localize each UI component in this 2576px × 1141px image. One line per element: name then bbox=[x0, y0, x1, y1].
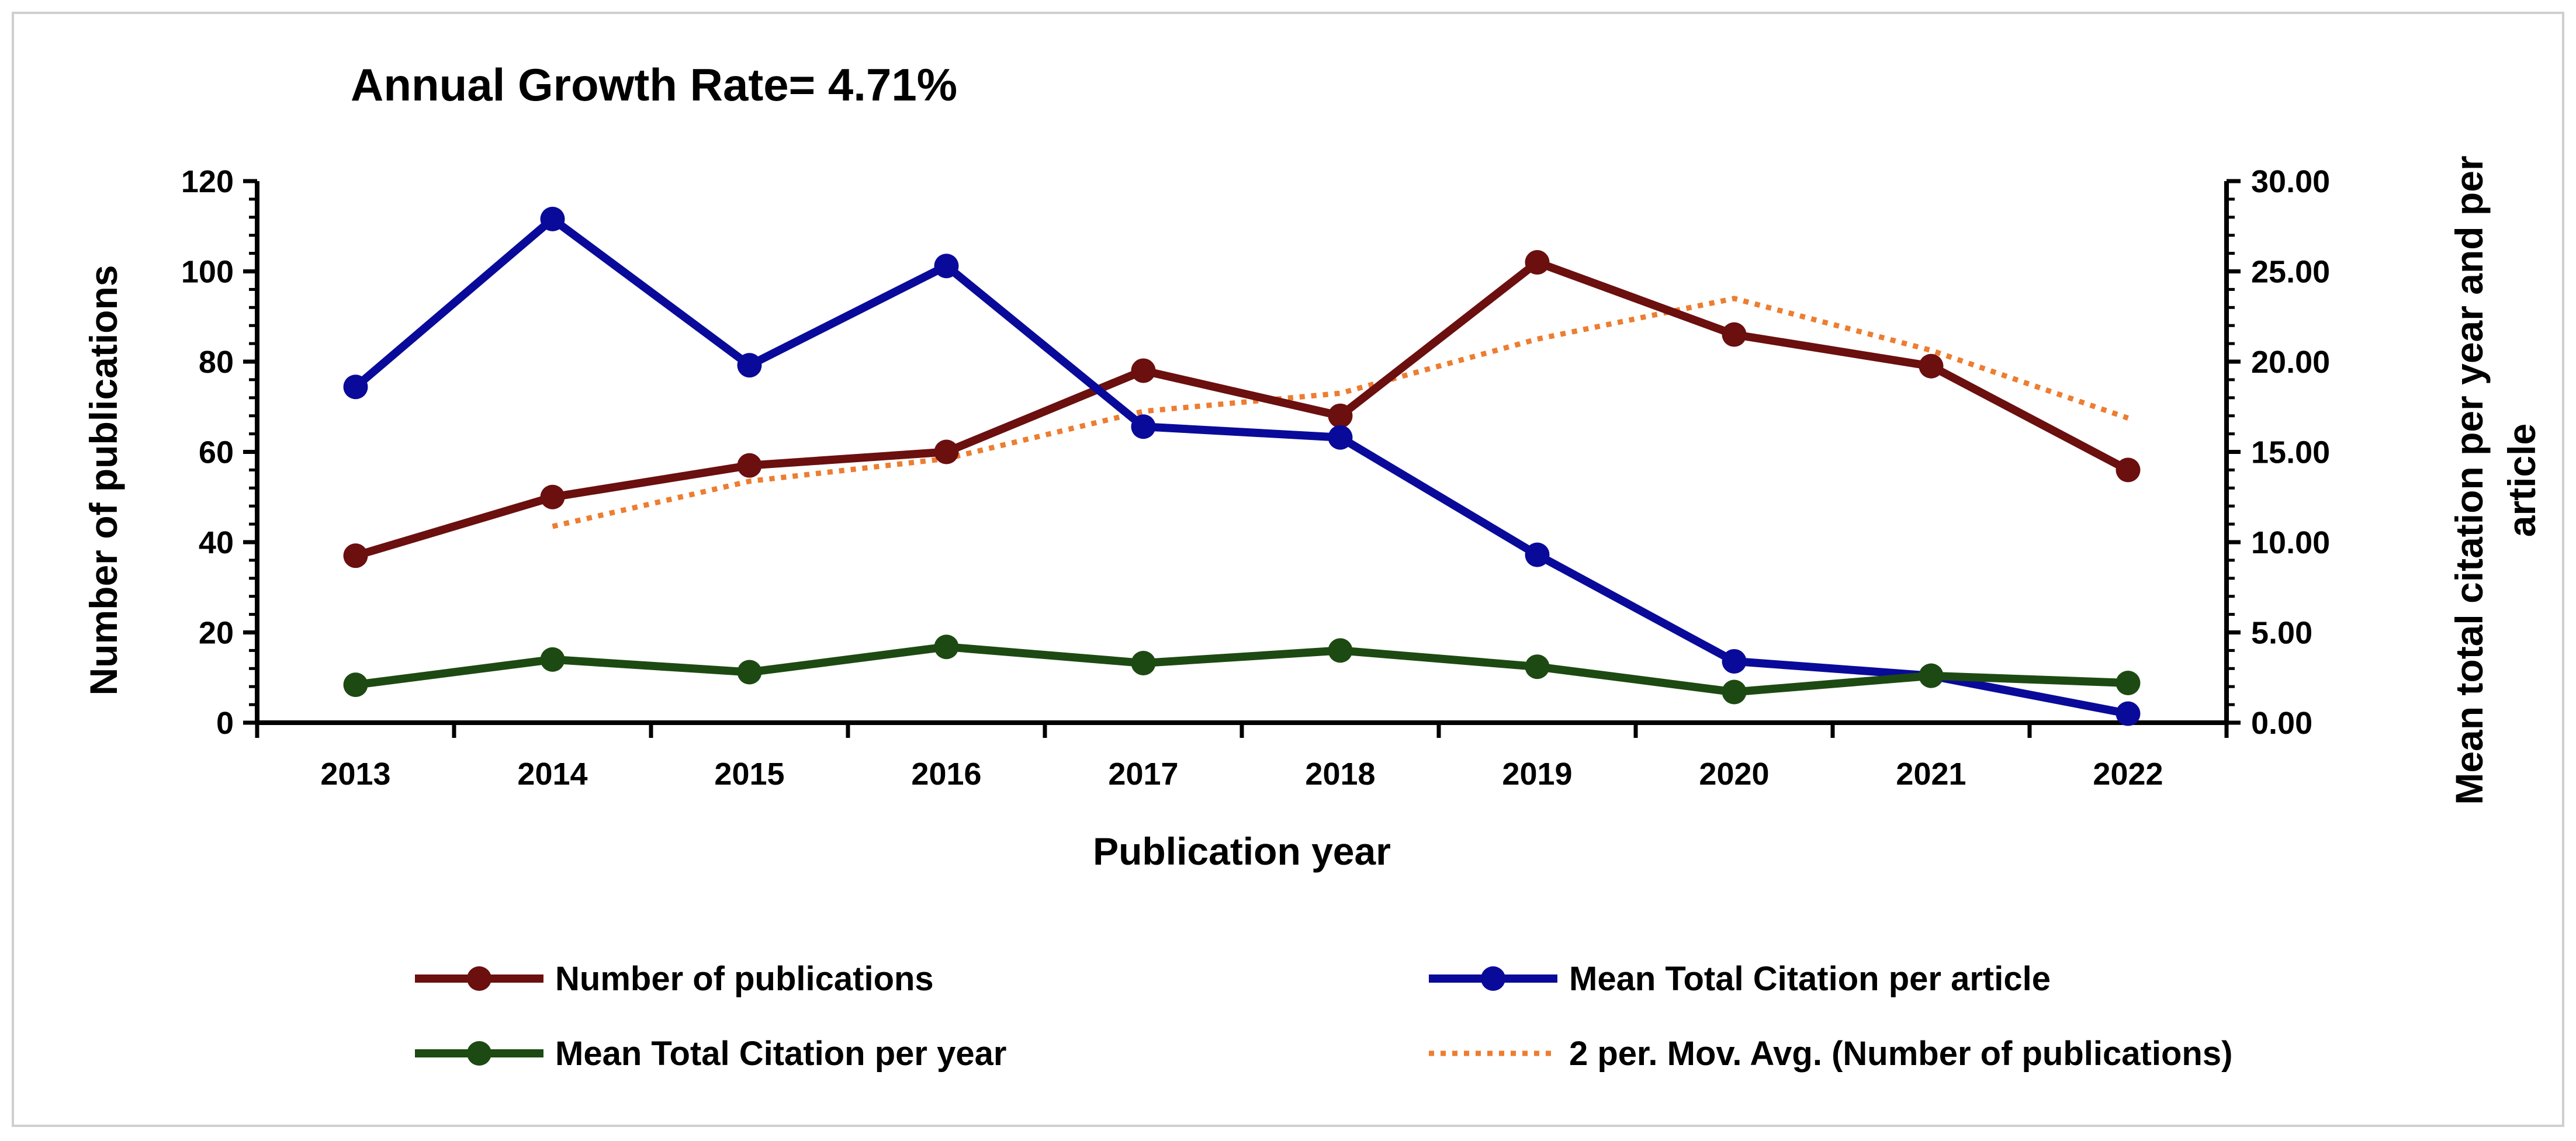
data-point-number-of-publications bbox=[540, 484, 565, 509]
x-tick-label: 2019 bbox=[1502, 757, 1572, 792]
data-point-number-of-publications bbox=[2115, 457, 2141, 483]
y2-tick-label: 5.00 bbox=[2251, 616, 2312, 651]
x-tick-label: 2021 bbox=[1896, 757, 1966, 792]
data-point-mean-total-citation-per-year bbox=[737, 660, 762, 685]
x-axis-title: Publication year bbox=[1093, 830, 1391, 873]
legend-marker-mean-total-citation-per-year bbox=[467, 1041, 491, 1066]
plot-area bbox=[343, 206, 2141, 726]
chart-border bbox=[12, 12, 2564, 1127]
x-tick-label: 2014 bbox=[517, 757, 587, 792]
x-tick-label: 2020 bbox=[1699, 757, 1769, 792]
legend-label-number-of-publications: Number of publications bbox=[555, 960, 934, 998]
series-line-mean-total-citation-per-article bbox=[352, 214, 2129, 718]
data-point-mean-total-citation-per-article bbox=[540, 206, 565, 231]
data-point-number-of-publications bbox=[934, 439, 959, 464]
data-point-number-of-publications bbox=[1328, 403, 1353, 428]
data-point-number-of-publications bbox=[343, 543, 368, 568]
data-point-mean-total-citation-per-article bbox=[343, 374, 368, 400]
x-tick-label: 2013 bbox=[320, 757, 390, 792]
data-point-mean-total-citation-per-year bbox=[1525, 654, 1550, 679]
chart-title: Annual Growth Rate= 4.71% bbox=[351, 59, 957, 110]
x-tick-label: 2017 bbox=[1108, 757, 1178, 792]
y-tick-label: 60 bbox=[199, 435, 234, 470]
data-point-number-of-publications bbox=[1722, 322, 1747, 347]
data-point-mean-total-citation-per-year bbox=[1131, 651, 1156, 676]
data-point-mean-total-citation-per-year bbox=[343, 672, 368, 698]
data-point-number-of-publications bbox=[1525, 250, 1550, 275]
data-point-mean-total-citation-per-year bbox=[934, 634, 959, 660]
data-point-mean-total-citation-per-article bbox=[934, 254, 959, 279]
x-tick-label: 2022 bbox=[2093, 757, 2163, 792]
data-point-number-of-publications bbox=[737, 453, 762, 478]
y2-axis-title-line1: Mean total citation per year and per bbox=[2447, 155, 2491, 804]
y-tick-label: 80 bbox=[199, 345, 234, 380]
y-tick-label: 120 bbox=[181, 164, 234, 199]
y-tick-label: 100 bbox=[181, 255, 234, 290]
series-line-mean-total-citation-per-year bbox=[355, 643, 2128, 696]
y-tick-label: 40 bbox=[199, 525, 234, 560]
axes: 0 20 40 60 80 100 120 0.00 5.00 10.00 15.00 20.00 25… bbox=[181, 164, 2330, 792]
data-point-mean-total-citation-per-article bbox=[737, 353, 762, 378]
x-tick-label: 2018 bbox=[1305, 757, 1375, 792]
data-point-number-of-publications bbox=[1919, 353, 1944, 379]
data-point-number-of-publications bbox=[1131, 358, 1156, 383]
series-line-number-of-publications bbox=[354, 258, 2130, 560]
data-point-mean-total-citation-per-article bbox=[2115, 701, 2141, 726]
legend-label-mean-total-citation-per-year: Mean Total Citation per year bbox=[555, 1035, 1006, 1073]
y-tick-label: 20 bbox=[199, 616, 234, 651]
y2-tick-label: 30.00 bbox=[2251, 164, 2330, 199]
y2-axis-title-line2: article bbox=[2500, 424, 2543, 537]
data-point-mean-total-citation-per-year bbox=[540, 647, 565, 672]
x-tick-label: 2016 bbox=[911, 757, 981, 792]
y2-tick-label: 15.00 bbox=[2251, 435, 2330, 470]
y2-tick-label: 20.00 bbox=[2251, 345, 2330, 380]
y2-tick-label: 25.00 bbox=[2251, 255, 2330, 290]
legend: Number of publications Mean Total Citatio… bbox=[415, 960, 2232, 1073]
legend-label-mean-total-citation-per-article: Mean Total Citation per article bbox=[1569, 960, 2051, 998]
y2-tick-label: 10.00 bbox=[2251, 525, 2330, 560]
y2-tick-label: 0.00 bbox=[2251, 706, 2312, 741]
data-point-mean-total-citation-per-article bbox=[1722, 648, 1747, 674]
y-tick-label: 0 bbox=[216, 706, 234, 741]
data-point-mean-total-citation-per-article bbox=[1131, 414, 1156, 439]
legend-label-2-per-mov-avg-number-of-publications: 2 per. Mov. Avg. (Number of publications… bbox=[1569, 1035, 2232, 1073]
y-axis-title: Number of publications bbox=[82, 265, 125, 695]
data-point-mean-total-citation-per-year bbox=[1722, 679, 1747, 705]
legend-marker-mean-total-citation-per-article bbox=[1481, 966, 1505, 991]
data-point-mean-total-citation-per-article bbox=[1525, 542, 1550, 567]
data-point-mean-total-citation-per-year bbox=[1919, 663, 1944, 688]
data-point-mean-total-citation-per-year bbox=[2115, 671, 2141, 696]
data-point-mean-total-citation-per-article bbox=[1328, 425, 1353, 450]
legend-marker-number-of-publications bbox=[467, 966, 491, 991]
x-tick-label: 2015 bbox=[714, 757, 784, 792]
data-point-mean-total-citation-per-year bbox=[1328, 638, 1353, 663]
